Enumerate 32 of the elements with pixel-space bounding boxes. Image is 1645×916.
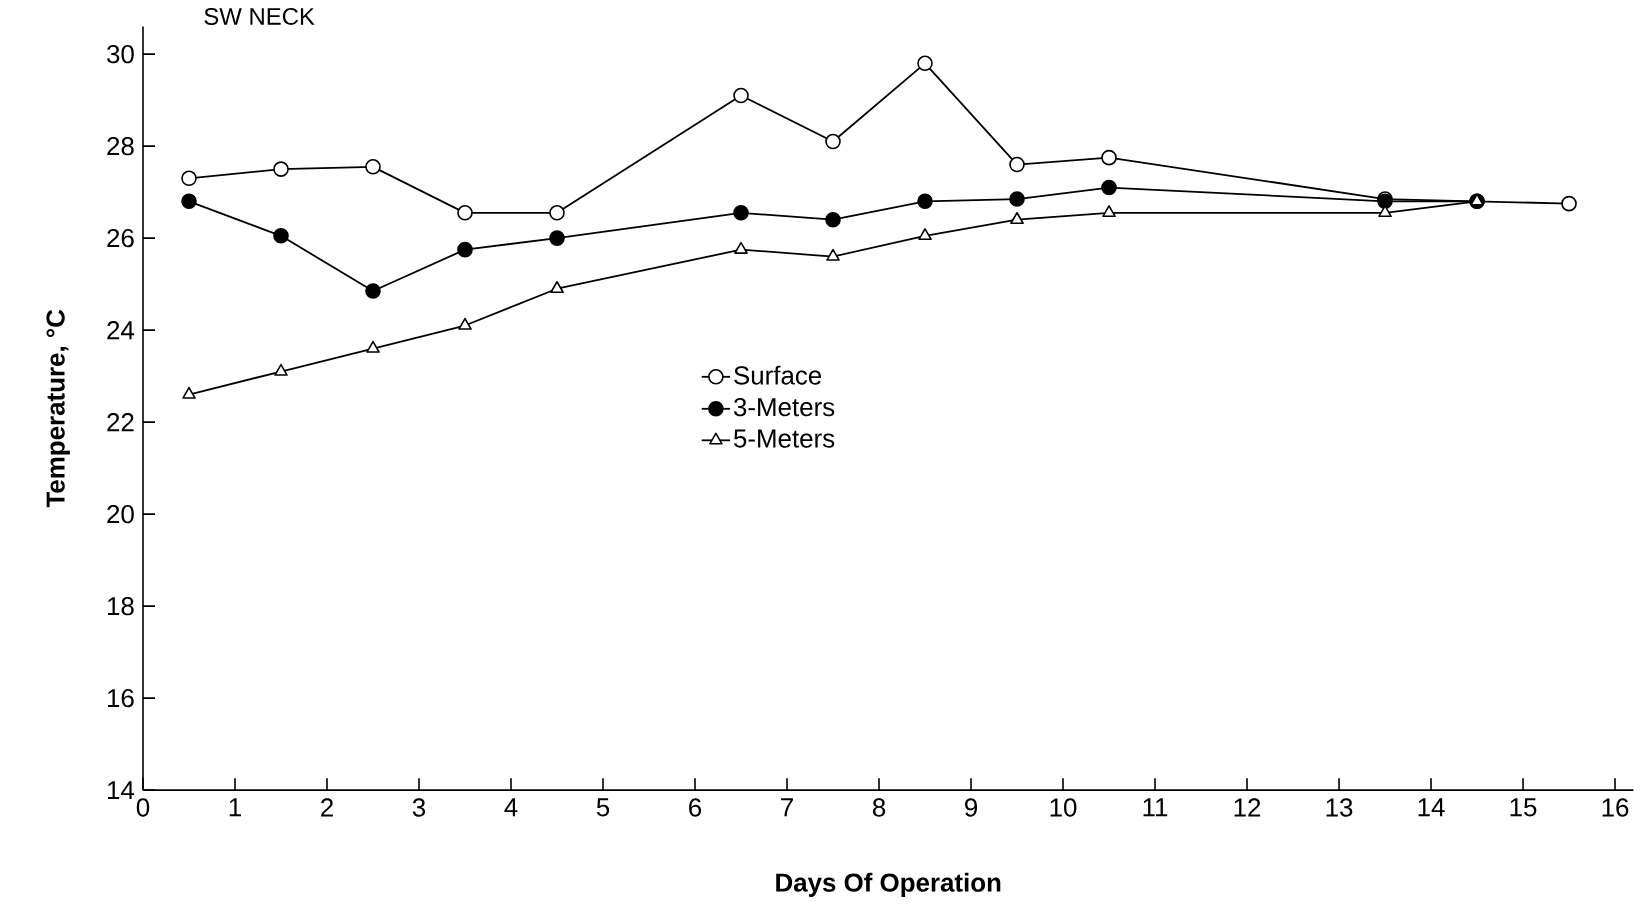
y-tick-label: 16 (107, 688, 134, 708)
x-tick-label: 13 (1326, 798, 1353, 817)
y-tick-label: 20 (107, 504, 134, 524)
y-tick-label: 24 (107, 321, 135, 340)
x-tick-label: 15 (1510, 798, 1537, 817)
x-tick-label: 16 (1602, 798, 1629, 817)
y-tick-label: 22 (107, 413, 134, 432)
x-tick-label: 4 (504, 798, 518, 817)
chart-title: SW NECK (204, 7, 315, 25)
x-tick-label: 6 (689, 798, 702, 817)
x-tick-label: 2 (321, 798, 333, 817)
legend-label: Surface (734, 365, 822, 385)
y-tick-label: 14 (107, 781, 135, 799)
x-tick-label: 1 (229, 798, 241, 817)
x-tick-label: 12 (1234, 798, 1261, 817)
x-tick-label: 11 (1143, 798, 1168, 817)
x-tick-label: 10 (1050, 798, 1077, 817)
y-tick-label: 28 (107, 136, 134, 156)
x-tick-label: 0 (136, 798, 150, 817)
y-tick-label: 18 (107, 596, 134, 616)
legend-label: 3-Meters (733, 397, 835, 417)
x-tick-label: 14 (1418, 798, 1445, 817)
x-tick-label: 5 (596, 798, 610, 817)
x-tick-label: 3 (412, 798, 426, 817)
x-tick-label: 7 (781, 798, 793, 817)
x-tick-label: 9 (965, 798, 977, 817)
y-tick-label: 30 (107, 44, 134, 64)
x-axis-title: Days Of Operation (776, 872, 1001, 897)
x-tick-label: 8 (872, 798, 886, 817)
y-axis-title: Temperature, °C (46, 309, 70, 508)
y-tick-label: 26 (107, 228, 134, 248)
legend-label: 5-Meters (733, 429, 835, 448)
